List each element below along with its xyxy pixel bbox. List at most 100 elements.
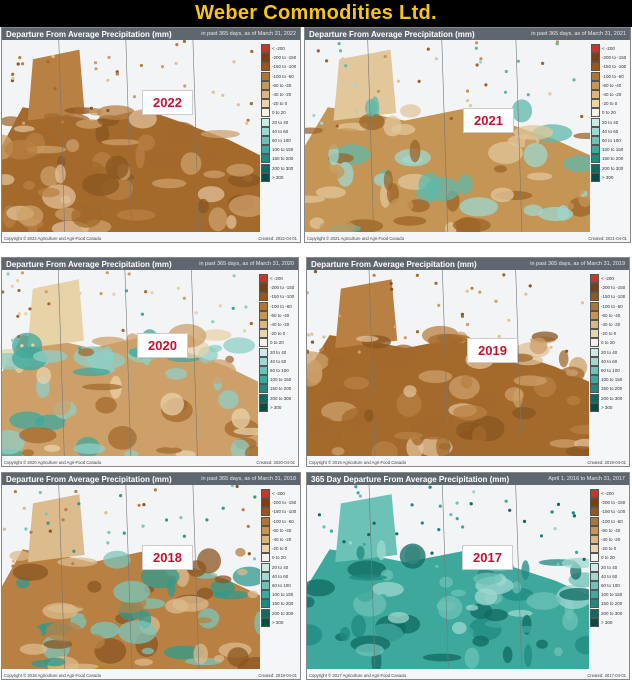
legend-swatch xyxy=(590,571,599,581)
station-dot xyxy=(176,286,180,290)
province-boundary xyxy=(368,270,376,456)
legend-label: > 300 xyxy=(601,404,613,410)
legend-entry: 100 to 150 xyxy=(591,145,627,155)
station-dot xyxy=(16,314,20,318)
precip-blob xyxy=(562,610,578,631)
station-dot xyxy=(182,40,186,43)
legend-entry: 40 to 60 xyxy=(261,571,297,581)
province-boundary xyxy=(441,40,449,232)
station-dot xyxy=(49,96,53,100)
map-header: Departure From Average Precipitation (mm… xyxy=(307,258,629,270)
precip-blob xyxy=(484,620,513,628)
precip-blob xyxy=(36,367,52,385)
legend-entry: 200 to 300 xyxy=(590,608,626,618)
precip-blob xyxy=(95,124,110,144)
map-legend: < -200 -200 to -150 -150 to -100 -100 to -6… xyxy=(259,274,295,412)
station-dot xyxy=(504,69,508,74)
legend-swatch xyxy=(259,310,268,320)
precip-blob xyxy=(567,181,586,196)
map-legend: < -200 -200 to -150 -150 to -100 -100 to -6… xyxy=(261,489,297,627)
precip-blob xyxy=(409,139,421,163)
map-header: Departure From Average Precipitation (mm… xyxy=(2,28,300,40)
precip-blob xyxy=(513,210,526,232)
legend-swatch xyxy=(590,608,599,618)
station-dot xyxy=(582,557,586,561)
legend-label: -60 to -40 xyxy=(272,527,292,533)
station-dot xyxy=(175,43,179,47)
legend-swatch xyxy=(259,356,268,366)
map-footer: Copyright © 2018 Agriculture and Agri-Fo… xyxy=(4,673,101,678)
precip-blob xyxy=(536,639,548,649)
precip-blob xyxy=(91,336,126,346)
legend-entry: 40 to 60 xyxy=(259,356,295,366)
station-dot xyxy=(16,279,20,283)
precip-blob xyxy=(230,439,250,456)
station-dot xyxy=(106,108,110,113)
station-dot xyxy=(367,332,371,336)
legend-label: -40 to -20 xyxy=(272,537,292,543)
legend-entry: 40 to 60 xyxy=(591,126,627,136)
precip-blob xyxy=(166,630,187,643)
legend-swatch xyxy=(590,489,599,499)
legend-swatch xyxy=(261,44,270,54)
station-dot xyxy=(31,102,35,107)
station-dot xyxy=(342,540,346,544)
precip-blob xyxy=(237,568,248,576)
precip-blob xyxy=(201,359,237,384)
precip-blob xyxy=(474,588,498,606)
northern-region xyxy=(333,49,397,121)
legend-entry: > 300 xyxy=(261,172,297,182)
station-dot xyxy=(435,564,439,568)
legend-label: < -200 xyxy=(601,491,614,497)
station-dot xyxy=(426,47,430,51)
map-created-date: Created: 2020-04-01 xyxy=(256,460,295,465)
precip-blob xyxy=(208,344,223,353)
map-created-date: Created: 2018-04-01 xyxy=(258,673,297,678)
precip-blob xyxy=(428,604,440,630)
precip-blob xyxy=(472,426,487,446)
legend-swatch xyxy=(261,535,270,545)
legend-entry: -100 to -60 xyxy=(590,301,626,311)
precip-blob xyxy=(2,116,22,127)
legend-label: < -200 xyxy=(602,46,615,52)
legend-swatch xyxy=(259,375,268,385)
station-dot xyxy=(565,349,569,353)
legend-swatch xyxy=(261,126,270,136)
precip-blob xyxy=(561,557,589,569)
legend-entry: 60 to 100 xyxy=(261,580,297,590)
precip-blob xyxy=(95,396,117,414)
station-dot xyxy=(504,499,508,503)
station-dot xyxy=(362,542,366,546)
station-dot xyxy=(415,273,419,277)
legend-swatch xyxy=(591,108,600,118)
station-dot xyxy=(550,510,554,514)
station-dot xyxy=(11,72,15,76)
legend-entry: 60 to 100 xyxy=(590,365,626,375)
year-label: 2022 xyxy=(142,90,193,115)
precip-blob xyxy=(523,143,548,168)
precip-blob xyxy=(376,540,386,561)
province-boundary xyxy=(192,40,200,232)
legend-swatch xyxy=(261,580,270,590)
station-dot xyxy=(395,532,399,536)
station-dot xyxy=(218,304,222,308)
legend-label: -20 to 0 xyxy=(272,546,288,552)
legend-entry: 20 to 40 xyxy=(261,117,297,127)
station-dot xyxy=(403,336,407,340)
station-dot xyxy=(142,503,146,507)
station-dot xyxy=(357,350,361,354)
precip-blob xyxy=(316,163,345,181)
station-dot xyxy=(48,529,52,533)
legend-label: -150 to -100 xyxy=(601,509,626,515)
legend-swatch xyxy=(261,145,270,155)
station-dot xyxy=(337,42,341,46)
province-boundary xyxy=(515,40,523,232)
legend-label: -200 to -150 xyxy=(601,500,626,506)
station-dot xyxy=(417,79,421,83)
province-boundary xyxy=(58,485,66,669)
precip-blob xyxy=(549,439,580,448)
precip-blob xyxy=(351,615,366,638)
station-dot xyxy=(415,330,420,334)
station-dot xyxy=(310,340,315,344)
legend-entry: -20 to 0 xyxy=(261,99,297,109)
